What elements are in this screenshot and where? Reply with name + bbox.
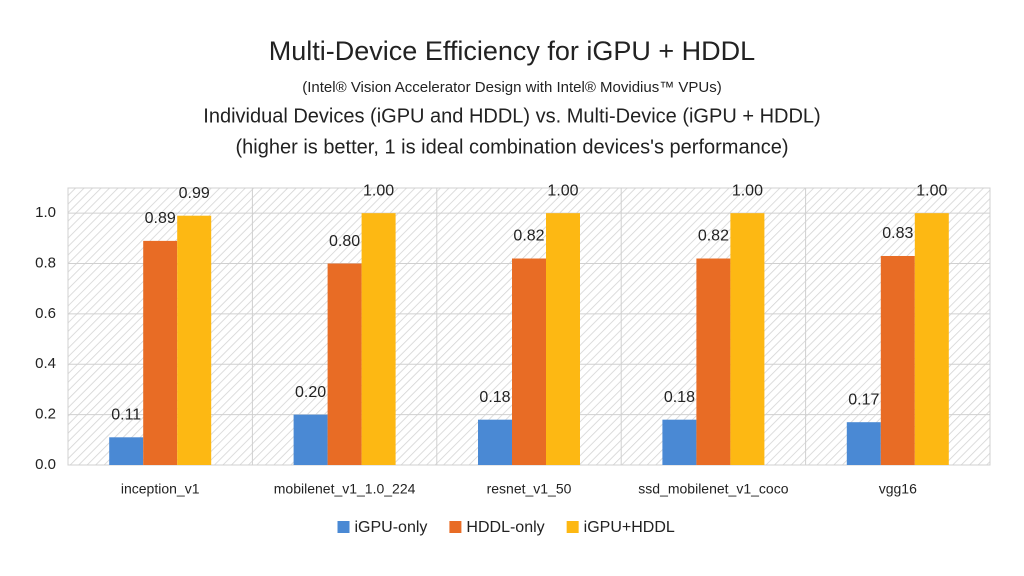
data-label: 0.11 [111, 407, 141, 424]
y-tick-label: 0.8 [35, 255, 56, 272]
bar [361, 213, 396, 465]
bar [177, 215, 212, 465]
bar [546, 213, 580, 465]
bar [512, 258, 546, 465]
bar [914, 213, 949, 465]
bar [662, 419, 697, 465]
legend-swatch [449, 521, 462, 533]
data-label: 0.17 [848, 391, 879, 408]
legend-label: iGPU-only [355, 519, 428, 536]
bar [880, 255, 915, 465]
y-tick-label: 0.0 [35, 456, 56, 473]
data-label: 0.80 [329, 233, 360, 250]
x-tick-label: resnet_v1_50 [487, 481, 572, 497]
y-tick-label: 0.4 [35, 355, 56, 372]
x-tick-label: mobilenet_v1_1.0_224 [274, 481, 416, 497]
y-tick-label: 0.6 [35, 305, 56, 322]
bar [846, 422, 881, 465]
bar [109, 437, 144, 465]
data-label: 0.18 [479, 389, 510, 406]
subtitle: Individual Devices (iGPU and HDDL) vs. M… [203, 105, 820, 127]
data-label: 0.82 [698, 228, 729, 245]
data-label: 1.00 [732, 182, 763, 199]
bar [143, 240, 178, 465]
data-label: 0.99 [179, 185, 210, 202]
y-tick-label: 0.2 [35, 406, 56, 423]
legend-label: iGPU+HDDL [584, 519, 675, 536]
data-label: 1.00 [363, 182, 394, 199]
data-label: 1.00 [547, 182, 578, 199]
x-tick-label: ssd_mobilenet_v1_coco [638, 481, 788, 497]
bar [478, 419, 512, 465]
legend-swatch [337, 521, 350, 533]
subtitle: (Intel® Vision Accelerator Design with I… [302, 79, 722, 96]
data-label: 0.82 [513, 228, 544, 245]
bar [293, 414, 328, 465]
x-tick-label: vgg16 [879, 481, 917, 497]
chart-title: Multi-Device Efficiency for iGPU + HDDL [269, 36, 755, 66]
bar [696, 258, 731, 465]
bar [327, 263, 362, 465]
data-label: 0.89 [145, 210, 176, 227]
legend-swatch [566, 521, 579, 533]
subtitle: (higher is better, 1 is ideal combinatio… [236, 136, 789, 158]
data-label: 1.00 [916, 182, 947, 199]
y-tick-label: 1.0 [35, 204, 56, 221]
bar [730, 213, 765, 465]
x-tick-label: inception_v1 [121, 481, 200, 497]
data-label: 0.18 [664, 389, 695, 406]
legend-label: HDDL-only [466, 519, 544, 536]
data-label: 0.83 [882, 225, 913, 242]
data-label: 0.20 [295, 384, 326, 401]
